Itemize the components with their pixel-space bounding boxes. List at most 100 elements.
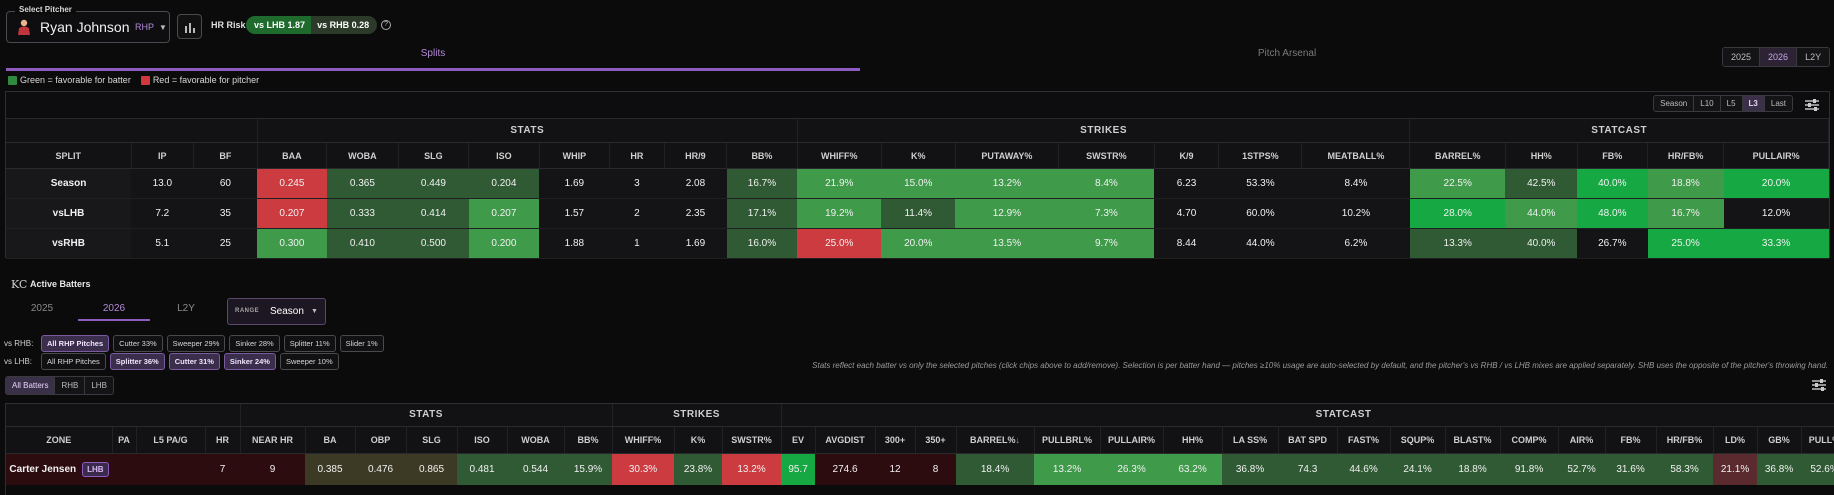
batter-year-tab-2026[interactable]: 2026 — [78, 299, 150, 321]
column-header-k[interactable]: K% — [881, 142, 956, 169]
column-header-hr-fb[interactable]: HR/FB% — [1656, 426, 1714, 454]
batter-year-tab-l2y[interactable]: L2Y — [177, 303, 195, 314]
column-header-hr-fb[interactable]: HR/FB% — [1647, 142, 1725, 169]
column-header-meatball[interactable]: MEATBALL% — [1301, 142, 1411, 169]
column-header-slg[interactable]: SLG — [398, 142, 470, 169]
column-header-k[interactable]: K% — [674, 426, 723, 454]
range-option-season[interactable]: Season — [1654, 96, 1695, 111]
column-header-comp[interactable]: COMP% — [1500, 426, 1559, 454]
column-header-la-ss[interactable]: LA SS% — [1222, 426, 1279, 454]
batter-cell-hh: 63.2% — [1163, 453, 1223, 485]
column-header-bb[interactable]: BB% — [726, 142, 798, 169]
column-header-split[interactable]: SPLIT — [6, 142, 132, 169]
pitch-chip-sinker-24[interactable]: Sinker 24% — [223, 353, 276, 370]
column-header-fb[interactable]: FB% — [1605, 426, 1657, 454]
year-option-2025[interactable]: 2025 — [1723, 48, 1761, 66]
column-header-hh[interactable]: HH% — [1163, 426, 1223, 454]
column-header-pull[interactable]: PULL% — [1801, 426, 1834, 454]
column-header-blast[interactable]: BLAST% — [1445, 426, 1501, 454]
column-header-iso[interactable]: ISO — [468, 142, 540, 169]
column-header-squp[interactable]: SQUP% — [1390, 426, 1446, 454]
column-header-gb[interactable]: GB% — [1757, 426, 1802, 454]
batter-name[interactable]: Carter Jensen — [9, 463, 77, 475]
column-header-bf[interactable]: BF — [193, 142, 258, 169]
pitcher-select-label: Select Pitcher — [15, 5, 76, 14]
column-header-ld[interactable]: LD% — [1713, 426, 1758, 454]
pitch-chip-splitter-11[interactable]: Splitter 11% — [283, 335, 336, 352]
pitch-chip-sweeper-29[interactable]: Sweeper 29% — [166, 335, 226, 352]
column-header-hh[interactable]: HH% — [1505, 142, 1578, 169]
pitcher-select[interactable]: Select Pitcher Ryan Johnson RHP ▼ — [6, 5, 170, 43]
column-header-putaway[interactable]: PUTAWAY% — [955, 142, 1060, 169]
column-header-avgdist[interactable]: AVGDIST — [815, 426, 876, 454]
range-select[interactable]: RANGE Season ▼ — [227, 298, 326, 325]
pitch-chip-sweeper-10[interactable]: Sweeper 10% — [279, 353, 339, 370]
column-header-woba[interactable]: WOBA — [326, 142, 399, 169]
column-header-1stps[interactable]: 1STPS% — [1218, 142, 1303, 169]
column-header-swstr[interactable]: SWSTR% — [1058, 142, 1155, 169]
pitch-chip-splitter-36[interactable]: Splitter 36% — [109, 353, 165, 370]
range-option-l3[interactable]: L3 — [1742, 96, 1765, 111]
batter-year-tab-2025[interactable]: 2025 — [30, 303, 54, 314]
column-header-pullair[interactable]: PULLAIR% — [1100, 426, 1164, 454]
column-header-fast[interactable]: FAST% — [1337, 426, 1391, 454]
column-header-l5-pa-g[interactable]: L5 PA/G — [136, 426, 206, 454]
column-header-pa[interactable]: PA — [112, 426, 137, 454]
pitch-chip-all-rhp-pitches[interactable]: All RHP Pitches — [41, 335, 110, 352]
column-header-350[interactable]: 350+ — [915, 426, 957, 454]
column-header-slg[interactable]: SLG — [406, 426, 458, 454]
batter-row[interactable]: Carter Jensen LHB 7 9 0.385 0.476 0.865 0.481 0.… — [6, 453, 1834, 485]
tune-icon[interactable] — [1805, 99, 1819, 111]
column-header-air[interactable]: AIR% — [1558, 426, 1606, 454]
help-icon[interactable]: ? — [381, 20, 391, 30]
split-cell-1stps: 44.0% — [1218, 228, 1302, 259]
column-header-obp[interactable]: OBP — [355, 426, 407, 454]
column-header-whip[interactable]: WHIP — [539, 142, 611, 169]
hand-filter-all-batters[interactable]: All Batters — [6, 377, 56, 394]
column-header-300[interactable]: 300+ — [875, 426, 916, 454]
column-header-ip[interactable]: IP — [131, 142, 195, 169]
tab-pitch-arsenal[interactable]: Pitch Arsenal — [1257, 48, 1317, 59]
column-header-hr[interactable]: HR — [205, 426, 241, 454]
column-header-k-9[interactable]: K/9 — [1154, 142, 1220, 169]
split-cell-bb: 17.1% — [726, 198, 798, 229]
hand-filter-rhb[interactable]: RHB — [55, 377, 86, 394]
split-cell-baa: 0.245 — [257, 168, 327, 199]
column-header-bat-spd[interactable]: BAT SPD — [1278, 426, 1338, 454]
pitch-chip-sinker-28[interactable]: Sinker 28% — [229, 335, 280, 352]
column-header-label: SWSTR% — [731, 434, 772, 445]
column-header-pullair[interactable]: PULLAIR% — [1723, 142, 1829, 169]
column-header-iso[interactable]: ISO — [457, 426, 508, 454]
column-header-ba[interactable]: BA — [305, 426, 356, 454]
column-header-baa[interactable]: BAA — [257, 142, 328, 169]
pitch-chip-cutter-31[interactable]: Cutter 31% — [168, 353, 220, 370]
range-option-l5[interactable]: L5 — [1720, 96, 1743, 111]
pitch-chip-cutter-33[interactable]: Cutter 33% — [113, 335, 163, 352]
column-header-whiff[interactable]: WHIFF% — [612, 426, 675, 454]
column-header-hr[interactable]: HR — [609, 142, 665, 169]
column-header-barrel[interactable]: BARREL% — [1409, 142, 1506, 169]
pitch-chip-slider-1[interactable]: Slider 1% — [339, 335, 384, 352]
hr-risk-vs-rhb: vs RHB 0.28 — [311, 16, 378, 34]
column-header-woba[interactable]: WOBA — [507, 426, 565, 454]
column-header-fb[interactable]: FB% — [1577, 142, 1649, 169]
column-header-near-hr[interactable]: NEAR HR — [240, 426, 306, 454]
pitch-chip-all-rhp-pitches[interactable]: All RHP Pitches — [41, 353, 106, 370]
year-option-l2y[interactable]: L2Y — [1797, 48, 1830, 66]
tab-splits[interactable]: Splits — [420, 48, 446, 59]
range-option-last[interactable]: Last — [1764, 96, 1792, 111]
column-header-bb[interactable]: BB% — [564, 426, 613, 454]
column-header-hr-9[interactable]: HR/9 — [664, 142, 728, 169]
range-option-l10[interactable]: L10 — [1694, 96, 1721, 111]
column-header-zone[interactable]: ZONE — [6, 426, 113, 454]
column-header-ev[interactable]: EV — [781, 426, 816, 454]
column-header-barrel[interactable]: BARREL%↓ — [956, 426, 1035, 454]
hand-filter-lhb[interactable]: LHB — [85, 377, 113, 394]
column-header-whiff[interactable]: WHIFF% — [797, 142, 882, 169]
chart-button[interactable] — [177, 14, 202, 39]
batter-name-cell[interactable]: Carter Jensen LHB — [6, 453, 112, 485]
column-header-swstr[interactable]: SWSTR% — [722, 426, 782, 454]
column-header-pullbrl[interactable]: PULLBRL% — [1034, 426, 1101, 454]
year-option-2026[interactable]: 2026 — [1760, 48, 1798, 66]
tune-icon[interactable] — [1812, 379, 1826, 391]
